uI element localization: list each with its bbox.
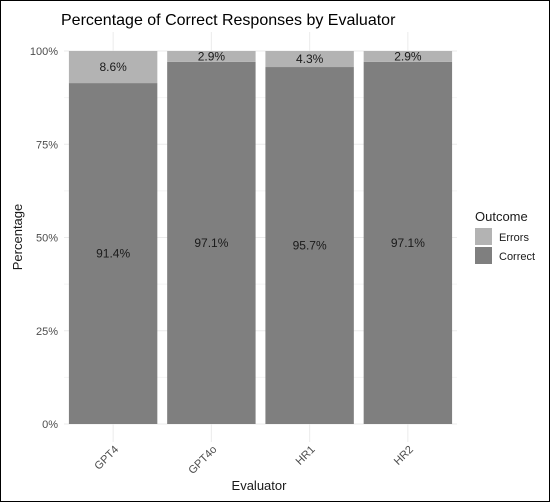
- y-tick-label: 75%: [36, 139, 58, 151]
- y-tick-label: 50%: [36, 233, 58, 245]
- data-label-correct-gpt4: 91.4%: [96, 247, 130, 261]
- x-tick-label-hr1: HR1: [294, 444, 318, 468]
- y-tick-label: 0%: [42, 419, 58, 431]
- bar-errors-gpt4o: [167, 51, 256, 62]
- data-label-correct-gpt4o: 97.1%: [194, 236, 228, 250]
- data-labels-layer: 91.4% 8.6% 97.1% 2.9% 95.7% 4.3% 97.1% 2.9%: [96, 49, 425, 260]
- legend-label-correct: Correct: [499, 251, 535, 263]
- bar-correct-gpt4o: [167, 61, 256, 424]
- x-tick-label-hr2: HR2: [392, 444, 416, 468]
- data-label-correct-hr1: 95.7%: [293, 239, 327, 253]
- legend: Outcome Errors Correct: [475, 209, 535, 264]
- data-label-errors-gpt4o: 2.9%: [198, 49, 226, 63]
- data-label-errors-hr2: 2.9%: [394, 49, 422, 63]
- bar-correct-hr1: [265, 67, 354, 424]
- chart-title: Percentage of Correct Responses by Evalu…: [61, 12, 396, 29]
- bar-correct-gpt4: [68, 83, 158, 424]
- x-tick-label-gpt4: GPT4: [92, 444, 121, 473]
- legend-swatch-correct: [475, 247, 492, 264]
- data-label-correct-hr2: 97.1%: [391, 236, 425, 250]
- y-axis-title: Percentage: [10, 204, 25, 271]
- legend-title: Outcome: [475, 209, 528, 224]
- legend-swatch-errors: [475, 228, 492, 245]
- data-label-errors-hr1: 4.3%: [296, 52, 324, 66]
- legend-label-errors: Errors: [499, 232, 529, 244]
- bar-errors-hr2: [363, 51, 453, 62]
- bar-correct-hr2: [363, 61, 453, 424]
- x-tick-label-gpt4o: GPT4o: [186, 444, 219, 477]
- y-tick-label: 100%: [30, 46, 58, 58]
- x-axis-title: Evaluator: [232, 478, 288, 493]
- y-tick-label: 25%: [36, 326, 58, 338]
- bars-layer: [68, 51, 453, 424]
- bar-errors-gpt4: [68, 51, 158, 84]
- bar-errors-hr1: [265, 51, 354, 68]
- data-label-errors-gpt4: 8.6%: [99, 60, 127, 74]
